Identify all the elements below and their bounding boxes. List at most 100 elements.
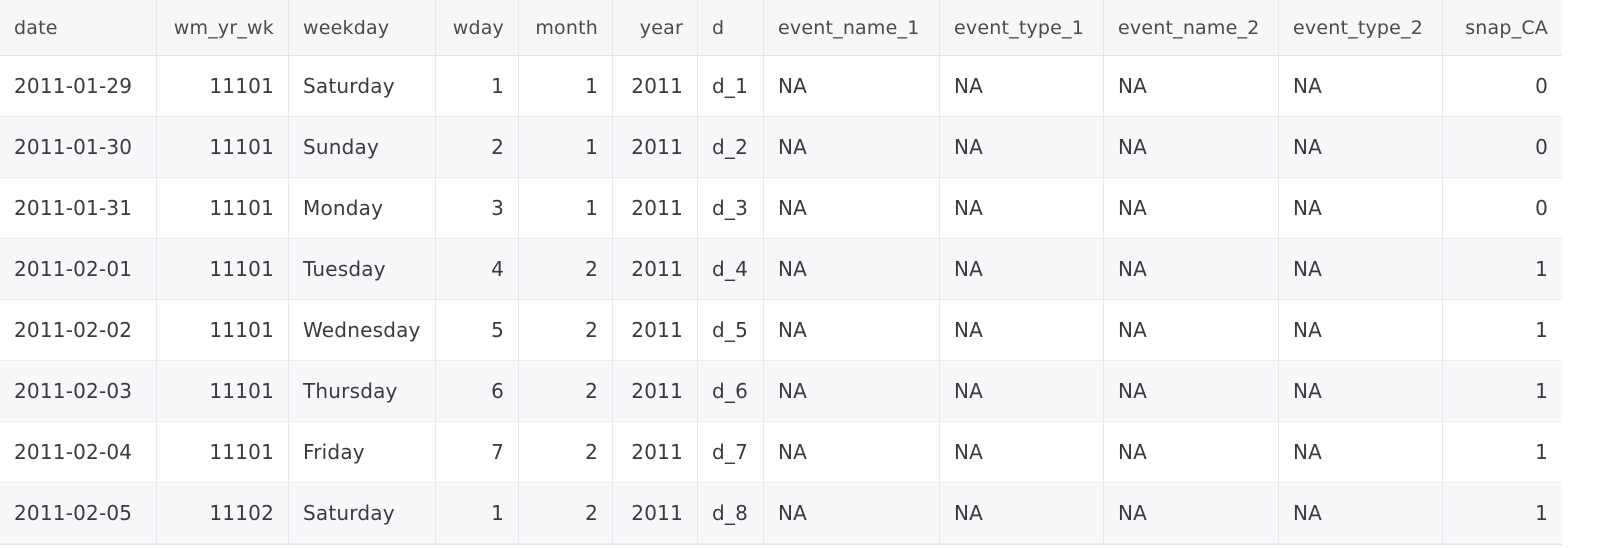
table-row[interactable]: 2011-02-05 11102 Saturday 1 2 2011 d_8 NA NA NA NA… — [0, 483, 1562, 544]
table-cell-date: 2011-02-01 — [0, 239, 157, 299]
table-row[interactable]: 2011-02-03 11101 Thursday 6 2 2011 d_6 NA NA NA NA… — [0, 361, 1562, 422]
table-cell-snap-ca: 0 — [1535, 196, 1548, 220]
table-cell-date: 2011-02-04 — [0, 422, 157, 482]
column-header-wm-yr-wk[interactable]: wm_yr_wk — [157, 0, 289, 55]
table-cell-wday: 1 — [436, 483, 519, 543]
table-cell-month: 1 — [519, 117, 613, 177]
table-cell-year: 2011 — [613, 361, 698, 421]
table-cell-event-type-1: NA — [940, 239, 1104, 299]
table-row[interactable]: 2011-02-04 11101 Friday 7 2 2011 d_7 NA NA NA NA 1 — [0, 422, 1562, 483]
table-cell-wday: 5 — [436, 300, 519, 360]
table-cell-date: 2011-02-03 — [0, 361, 157, 421]
table-cell-date: 2011-02-02 — [0, 300, 157, 360]
table-cell-wday: 2 — [436, 117, 519, 177]
table-cell-month: 2 — [519, 483, 613, 543]
column-header-weekday[interactable]: weekday — [289, 0, 436, 55]
table-cell-event-name-2: NA — [1104, 56, 1279, 116]
table-cell-event-type-1: NA — [940, 178, 1104, 238]
column-header-d[interactable]: d — [698, 0, 764, 55]
table-cell-weekday: Monday — [289, 178, 436, 238]
table-cell-wday: 7 — [436, 422, 519, 482]
table-cell-event-name-1: NA — [764, 483, 940, 543]
table-cell-event-type-2: NA — [1279, 422, 1443, 482]
data-table: date wm_yr_wk weekday wday month year d event_n… — [0, 0, 1562, 545]
table-cell-event-type-2: NA — [1279, 117, 1443, 177]
table-cell-event-name-1: NA — [764, 300, 940, 360]
table-cell-snap-ca: 1 — [1535, 257, 1548, 281]
table-row[interactable]: 2011-01-30 11101 Sunday 2 1 2011 d_2 NA NA NA NA 0 — [0, 117, 1562, 178]
table-cell-event-type-2: NA — [1279, 178, 1443, 238]
table-cell-wm-yr-wk: 11101 — [157, 117, 289, 177]
table-row[interactable]: 2011-02-02 11101 Wednesday 5 2 2011 d_5 NA NA NA N… — [0, 300, 1562, 361]
table-cell-event-type-1: NA — [940, 483, 1104, 543]
table-cell-month: 2 — [519, 422, 613, 482]
table-cell-event-type-1: NA — [940, 361, 1104, 421]
table-cell-wm-yr-wk: 11101 — [157, 239, 289, 299]
table-cell-month: 2 — [519, 300, 613, 360]
column-header-snap-ca[interactable]: snap_CA — [1465, 16, 1548, 39]
table-cell-date: 2011-01-31 — [0, 178, 157, 238]
table-row[interactable]: 2011-01-29 11101 Saturday 1 1 2011 d_1 NA NA NA NA… — [0, 56, 1562, 117]
table-cell-weekday: Saturday — [289, 56, 436, 116]
table-cell-d: d_4 — [698, 239, 764, 299]
table-cell-wday: 1 — [436, 56, 519, 116]
table-cell-wm-yr-wk: 11101 — [157, 422, 289, 482]
column-header-event-name-2[interactable]: event_name_2 — [1104, 0, 1279, 55]
column-header-month[interactable]: month — [519, 0, 613, 55]
table-cell-date: 2011-01-29 — [0, 56, 157, 116]
table-cell-d: d_7 — [698, 422, 764, 482]
table-cell-month: 1 — [519, 178, 613, 238]
table-cell-event-name-1: NA — [764, 56, 940, 116]
table-cell-month: 1 — [519, 56, 613, 116]
table-cell-year: 2011 — [613, 422, 698, 482]
table-cell-month: 2 — [519, 361, 613, 421]
table-cell-event-name-2: NA — [1104, 300, 1279, 360]
table-cell-weekday: Sunday — [289, 117, 436, 177]
table-cell-event-name-2: NA — [1104, 361, 1279, 421]
table-cell-event-type-2: NA — [1279, 361, 1443, 421]
table-cell-snap-ca: 1 — [1535, 501, 1548, 525]
table-cell-event-type-2: NA — [1279, 239, 1443, 299]
table-cell-year: 2011 — [613, 300, 698, 360]
table-cell-d: d_2 — [698, 117, 764, 177]
table-cell-event-type-2: NA — [1279, 483, 1443, 543]
table-cell-year: 2011 — [613, 56, 698, 116]
table-cell-weekday: Thursday — [289, 361, 436, 421]
table-cell-event-name-2: NA — [1104, 483, 1279, 543]
column-header-event-type-1[interactable]: event_type_1 — [940, 0, 1104, 55]
table-cell-wm-yr-wk: 11101 — [157, 178, 289, 238]
column-header-date[interactable]: date — [0, 0, 157, 55]
table-cell-year: 2011 — [613, 178, 698, 238]
table-cell-wm-yr-wk: 11101 — [157, 300, 289, 360]
table-cell-wday: 3 — [436, 178, 519, 238]
table-cell-snap-ca: 1 — [1535, 318, 1548, 342]
table-cell-weekday: Wednesday — [289, 300, 436, 360]
column-header-event-name-1[interactable]: event_name_1 — [764, 0, 940, 55]
table-cell-event-name-2: NA — [1104, 178, 1279, 238]
table-cell-wday: 6 — [436, 361, 519, 421]
table-cell-d: d_3 — [698, 178, 764, 238]
table-cell-weekday: Saturday — [289, 483, 436, 543]
column-header-event-type-2[interactable]: event_type_2 — [1279, 0, 1443, 55]
table-cell-weekday: Tuesday — [289, 239, 436, 299]
table-row[interactable]: 2011-01-31 11101 Monday 3 1 2011 d_3 NA NA NA NA 0 — [0, 178, 1562, 239]
table-cell-year: 2011 — [613, 117, 698, 177]
table-cell-d: d_8 — [698, 483, 764, 543]
table-cell-event-name-1: NA — [764, 361, 940, 421]
table-cell-event-type-2: NA — [1279, 56, 1443, 116]
table-cell-year: 2011 — [613, 239, 698, 299]
table-header-row: date wm_yr_wk weekday wday month year d event_n… — [0, 0, 1562, 56]
table-cell-event-type-1: NA — [940, 422, 1104, 482]
table-cell-event-name-2: NA — [1104, 422, 1279, 482]
table-cell-weekday: Friday — [289, 422, 436, 482]
table-cell-event-type-1: NA — [940, 300, 1104, 360]
table-cell-event-name-1: NA — [764, 117, 940, 177]
table-cell-wm-yr-wk: 11102 — [157, 483, 289, 543]
column-header-wday[interactable]: wday — [436, 0, 519, 55]
table-cell-year: 2011 — [613, 483, 698, 543]
column-header-year[interactable]: year — [613, 0, 698, 55]
table-cell-date: 2011-01-30 — [0, 117, 157, 177]
table-cell-d: d_1 — [698, 56, 764, 116]
table-cell-date: 2011-02-05 — [0, 483, 157, 543]
table-row[interactable]: 2011-02-01 11101 Tuesday 4 2 2011 d_4 NA NA NA NA 1 — [0, 239, 1562, 300]
